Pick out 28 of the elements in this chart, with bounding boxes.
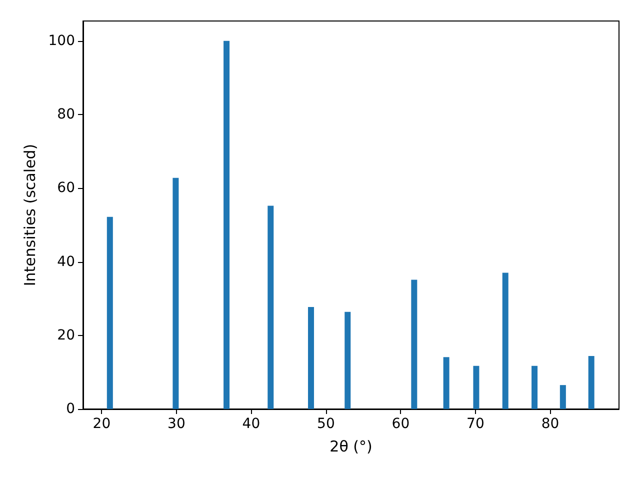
bar (560, 385, 566, 409)
bar (532, 366, 538, 409)
bar (443, 357, 450, 409)
bar (411, 280, 418, 409)
y-tick-label: 100 (48, 32, 75, 49)
y-tick-label: 40 (57, 254, 75, 270)
bar (502, 272, 508, 409)
y-tick-label: 0 (66, 401, 75, 417)
y-tick-label: 20 (57, 327, 75, 344)
bar (588, 356, 594, 409)
y-axis-title: Intensities (scaled) (20, 144, 39, 286)
bar (473, 366, 480, 409)
x-tick-label: 80 (541, 416, 560, 432)
x-tick-label: 70 (466, 416, 484, 432)
bar (268, 206, 274, 409)
bar (224, 40, 230, 409)
x-tick-label: 60 (392, 416, 410, 432)
x-tick-label: 30 (168, 416, 186, 432)
bar (106, 216, 113, 409)
y-tick-label: 60 (57, 180, 75, 196)
y-tick-label: 80 (57, 106, 75, 123)
bar (344, 312, 351, 409)
bar (308, 307, 314, 409)
x-tick-label: 50 (317, 416, 335, 432)
x-tick-label: 40 (242, 416, 260, 432)
bar (172, 178, 179, 409)
x-tick-label: 20 (92, 416, 111, 432)
x-axis-title: 2θ (°) (330, 438, 372, 456)
